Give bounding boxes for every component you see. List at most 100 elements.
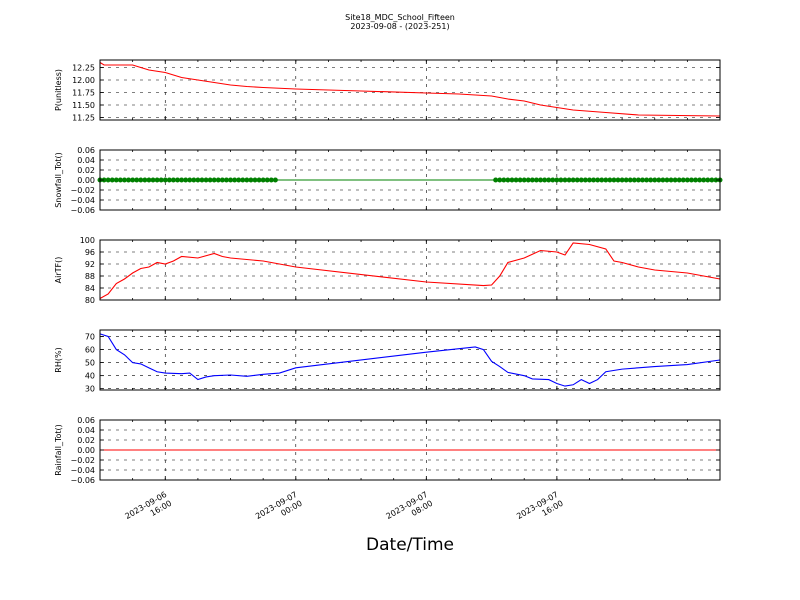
series-marker [113, 177, 119, 183]
series-marker [582, 177, 588, 183]
series-marker [154, 177, 160, 183]
series-marker [248, 177, 254, 183]
series-marker [207, 177, 213, 183]
series-marker [215, 177, 221, 183]
y-tick-label: −0.02 [70, 186, 95, 195]
series-marker [591, 177, 597, 183]
series-marker [529, 177, 535, 183]
y-tick-label: 11.50 [72, 101, 95, 110]
series-marker [223, 177, 229, 183]
series-marker [656, 177, 662, 183]
y-tick-label: 0.04 [77, 426, 95, 435]
series-marker [509, 177, 515, 183]
y-tick-label: 12.25 [72, 64, 95, 73]
y-tick-label: 0.04 [77, 156, 95, 165]
series-marker [134, 177, 140, 183]
axes-frame [99, 329, 721, 391]
series-marker [126, 177, 132, 183]
series-marker [497, 177, 503, 183]
series-marker [538, 177, 544, 183]
y-tick-label: 0.06 [77, 416, 95, 425]
series-marker [546, 177, 552, 183]
series-marker [623, 177, 629, 183]
series-marker [684, 177, 690, 183]
y-tick-label: 50 [85, 359, 95, 368]
y-tick-label: 0.00 [77, 446, 95, 455]
series-marker [660, 177, 666, 183]
y-tick-label: 0.02 [77, 436, 95, 445]
series-marker [640, 177, 645, 183]
series-marker [203, 177, 209, 183]
series-marker [599, 177, 605, 183]
series-marker [228, 177, 234, 183]
y-tick-label: 60 [85, 346, 95, 355]
series-marker [158, 177, 164, 183]
series-marker [554, 177, 560, 183]
series-marker [644, 177, 650, 183]
series-marker [619, 177, 625, 183]
series-marker [631, 177, 637, 183]
series-marker [166, 177, 172, 183]
subplot-5: −0.06−0.04−0.020.000.020.040.06 Rainfall_… [54, 416, 721, 485]
series-marker [562, 177, 568, 183]
series-marker [676, 177, 682, 183]
series-marker [117, 177, 123, 183]
subplot-panels: 11.25 11.50 11.75 12.00 12.25 P(unitless) −0.0… [54, 59, 723, 485]
y-tick-label: −0.06 [70, 476, 95, 485]
series-marker [709, 177, 715, 183]
series-marker [558, 177, 564, 183]
series-marker [264, 177, 270, 183]
y-axis-label: AirTF() [54, 257, 63, 284]
y-tick-label: 80 [85, 296, 95, 305]
y-tick-label: 92 [85, 260, 95, 269]
y-tick-label: 0.00 [77, 176, 95, 185]
y-tick-label: 12.00 [72, 76, 95, 85]
series-marker [170, 177, 176, 183]
series-marker [513, 177, 519, 183]
y-tick-label: −0.02 [70, 456, 95, 465]
series-marker [191, 177, 197, 183]
series-marker [521, 177, 527, 183]
axes-frame [99, 239, 721, 301]
series-marker [611, 177, 617, 183]
series-marker [232, 177, 238, 183]
subplot-1: 11.25 11.50 11.75 12.00 12.25 P(unitless) [54, 59, 721, 123]
y-tick-label: 88 [85, 272, 95, 281]
y-tick-label: 84 [85, 284, 95, 293]
series-marker [603, 177, 609, 183]
y-tick-label: 0.06 [77, 146, 95, 155]
series-marker [701, 177, 707, 183]
series-marker [680, 177, 686, 183]
y-axis-label: RH(%) [54, 347, 63, 372]
y-axis-label: P(unitless) [54, 69, 63, 111]
series-marker [195, 177, 201, 183]
series-marker [578, 177, 584, 183]
y-tick-label: 96 [85, 248, 95, 257]
series-line [99, 62, 721, 117]
series-marker [652, 177, 658, 183]
series-marker [586, 177, 592, 183]
series-marker [705, 177, 711, 183]
series-marker [693, 177, 699, 183]
series-line [99, 333, 721, 387]
series-marker [542, 177, 548, 183]
series-marker [635, 177, 641, 183]
y-tick-label: 30 [85, 385, 95, 394]
series-marker [501, 177, 507, 183]
series-marker [615, 177, 621, 183]
series-marker [570, 177, 576, 183]
series-marker [697, 177, 703, 183]
series-line [99, 242, 721, 299]
series-marker [550, 177, 556, 183]
y-tick-label: −0.04 [70, 466, 95, 475]
series-marker [505, 177, 511, 183]
series-marker [175, 177, 180, 183]
y-tick-label: 100 [80, 236, 95, 245]
subplot-4: 30 40 50 60 70 RH(%) [54, 329, 721, 394]
series-marker [493, 177, 499, 183]
series-marker [219, 177, 225, 183]
series-marker [236, 177, 242, 183]
series-marker [150, 177, 156, 183]
x-axis-label: Date/Time [366, 535, 454, 555]
